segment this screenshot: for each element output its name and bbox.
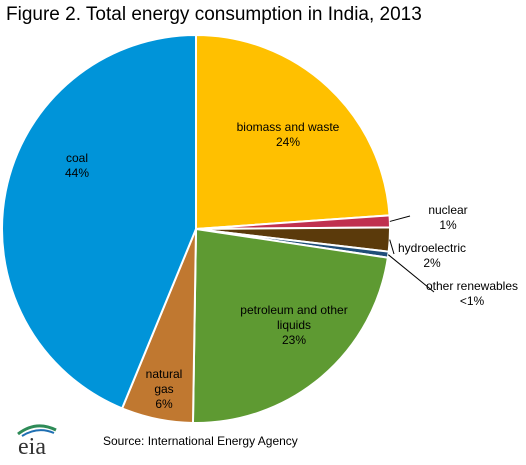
slice-label-petroleum-and-other-liquids: petroleum and other liquids 23% <box>240 303 347 347</box>
eia-logo: eia <box>12 420 72 465</box>
slice-label-hydroelectric: hydroelectric 2% <box>398 241 466 270</box>
chart-title: Figure 2. Total energy consumption in In… <box>6 4 422 25</box>
logo-text: eia <box>18 434 46 460</box>
pie-slice-petroleum-and-other-liquids <box>191 227 390 424</box>
slice-label-biomass-and-waste: biomass and waste 24% <box>237 120 340 149</box>
leader-line-nuclear <box>389 215 411 222</box>
leader-line-hydroelectric <box>389 239 395 255</box>
leader-line-other-renewables <box>387 254 435 293</box>
source-note: Source: International Energy Agency <box>103 434 298 448</box>
slice-label-coal: coal 44% <box>65 151 89 180</box>
pie-slice-biomass-and-waste <box>195 33 391 231</box>
slice-label-nuclear: nuclear 1% <box>428 203 467 232</box>
slice-label-other-renewables: other renewables <1% <box>426 279 518 308</box>
slice-label-natural-gas: natural gas 6% <box>146 367 183 411</box>
pie-slice-coal <box>1 33 197 410</box>
